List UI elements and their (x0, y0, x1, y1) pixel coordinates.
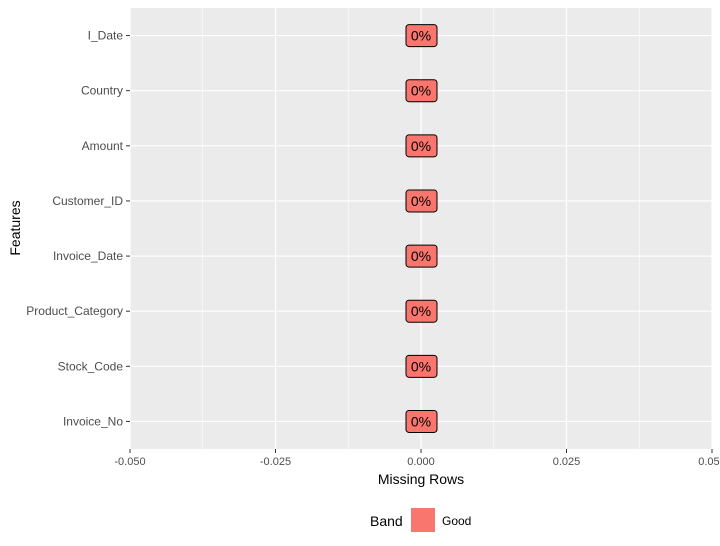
data-label-box (405, 24, 438, 48)
data-label: 0% (411, 28, 431, 44)
y-tick-label: Invoice_Date (53, 249, 123, 263)
data-label-box (405, 79, 438, 103)
x-tick-label: 0.000 (407, 456, 435, 468)
data-label: 0% (411, 358, 431, 374)
y-tick-label: Amount (82, 139, 124, 153)
y-axis-title: Features (7, 200, 23, 255)
y-tick-label: Invoice_No (63, 414, 123, 428)
x-axis: -0.050 -0.025 0.000 0.025 0.050 (114, 449, 720, 468)
x-tick-label: -0.025 (260, 456, 291, 468)
data-labels: 0% 0% 0% 0% 0% 0% 0% 0% (405, 24, 438, 433)
legend-label-good: Good (442, 514, 471, 528)
grid-minor (202, 8, 640, 449)
data-label-box (405, 409, 438, 433)
y-axis: Invoice_No Stock_Code Product_Category Invo… (26, 29, 130, 428)
data-label: 0% (411, 83, 431, 99)
y-tick-label: Country (81, 84, 123, 98)
data-label-box (405, 244, 438, 268)
legend: Band Good (370, 508, 471, 532)
data-label-box (405, 189, 438, 213)
data-label: 0% (411, 413, 431, 429)
x-tick-label: 0.050 (698, 456, 720, 468)
data-label: 0% (411, 138, 431, 154)
data-label-box (405, 354, 438, 378)
x-tick-label: 0.025 (553, 456, 581, 468)
legend-title: Band (370, 513, 403, 529)
data-label: 0% (411, 248, 431, 264)
data-label: 0% (411, 303, 431, 319)
x-tick-label: -0.050 (114, 456, 145, 468)
legend-key-good (411, 508, 435, 532)
y-tick-label: Product_Category (26, 304, 123, 318)
data-label-box (405, 134, 438, 158)
y-tick-label: Customer_ID (52, 194, 123, 208)
data-label: 0% (411, 193, 431, 209)
y-tick-label: Stock_Code (58, 359, 124, 373)
y-tick-label: I_Date (88, 29, 124, 43)
data-label-box (405, 299, 438, 323)
x-axis-title: Missing Rows (378, 471, 464, 487)
